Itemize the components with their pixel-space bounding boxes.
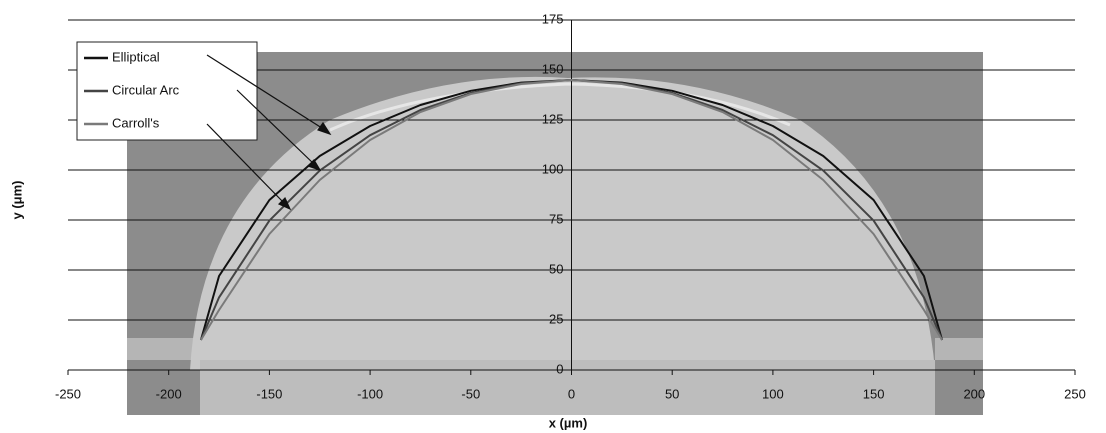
x-tick-label: -100 [357, 386, 383, 401]
y-tick-label: 150 [542, 61, 564, 76]
y-axis-label: y (μm) [9, 180, 24, 219]
x-tick-label: 250 [1064, 386, 1086, 401]
y-tick-label: 125 [542, 111, 564, 126]
x-tick-label: -50 [461, 386, 480, 401]
x-tick-label: 0 [568, 386, 575, 401]
y-tick-label: 100 [542, 161, 564, 176]
x-tick-label: 50 [665, 386, 679, 401]
y-tick-label: 0 [556, 361, 563, 376]
x-tick-label: 100 [762, 386, 784, 401]
x-tick-label: -200 [156, 386, 182, 401]
x-tick-label: -150 [256, 386, 282, 401]
chart: 0 25 50 75 100 125 150 175 -250 -200 -150 -100 -50 0 5… [0, 0, 1106, 433]
legend-label: Elliptical [112, 49, 160, 64]
legend-label: Carroll's [112, 115, 160, 130]
x-tick-label: 150 [863, 386, 885, 401]
x-axis-label: x (µm) [549, 415, 588, 430]
y-tick-label: 25 [549, 311, 563, 326]
legend: Elliptical Circular Arc Carroll's [77, 42, 257, 140]
y-tick-label: 75 [549, 211, 563, 226]
y-tick-label: 175 [542, 11, 564, 26]
x-tick-label: 200 [963, 386, 985, 401]
y-tick-label: 50 [549, 261, 563, 276]
legend-label: Circular Arc [112, 82, 180, 97]
x-tick-label: -250 [55, 386, 81, 401]
